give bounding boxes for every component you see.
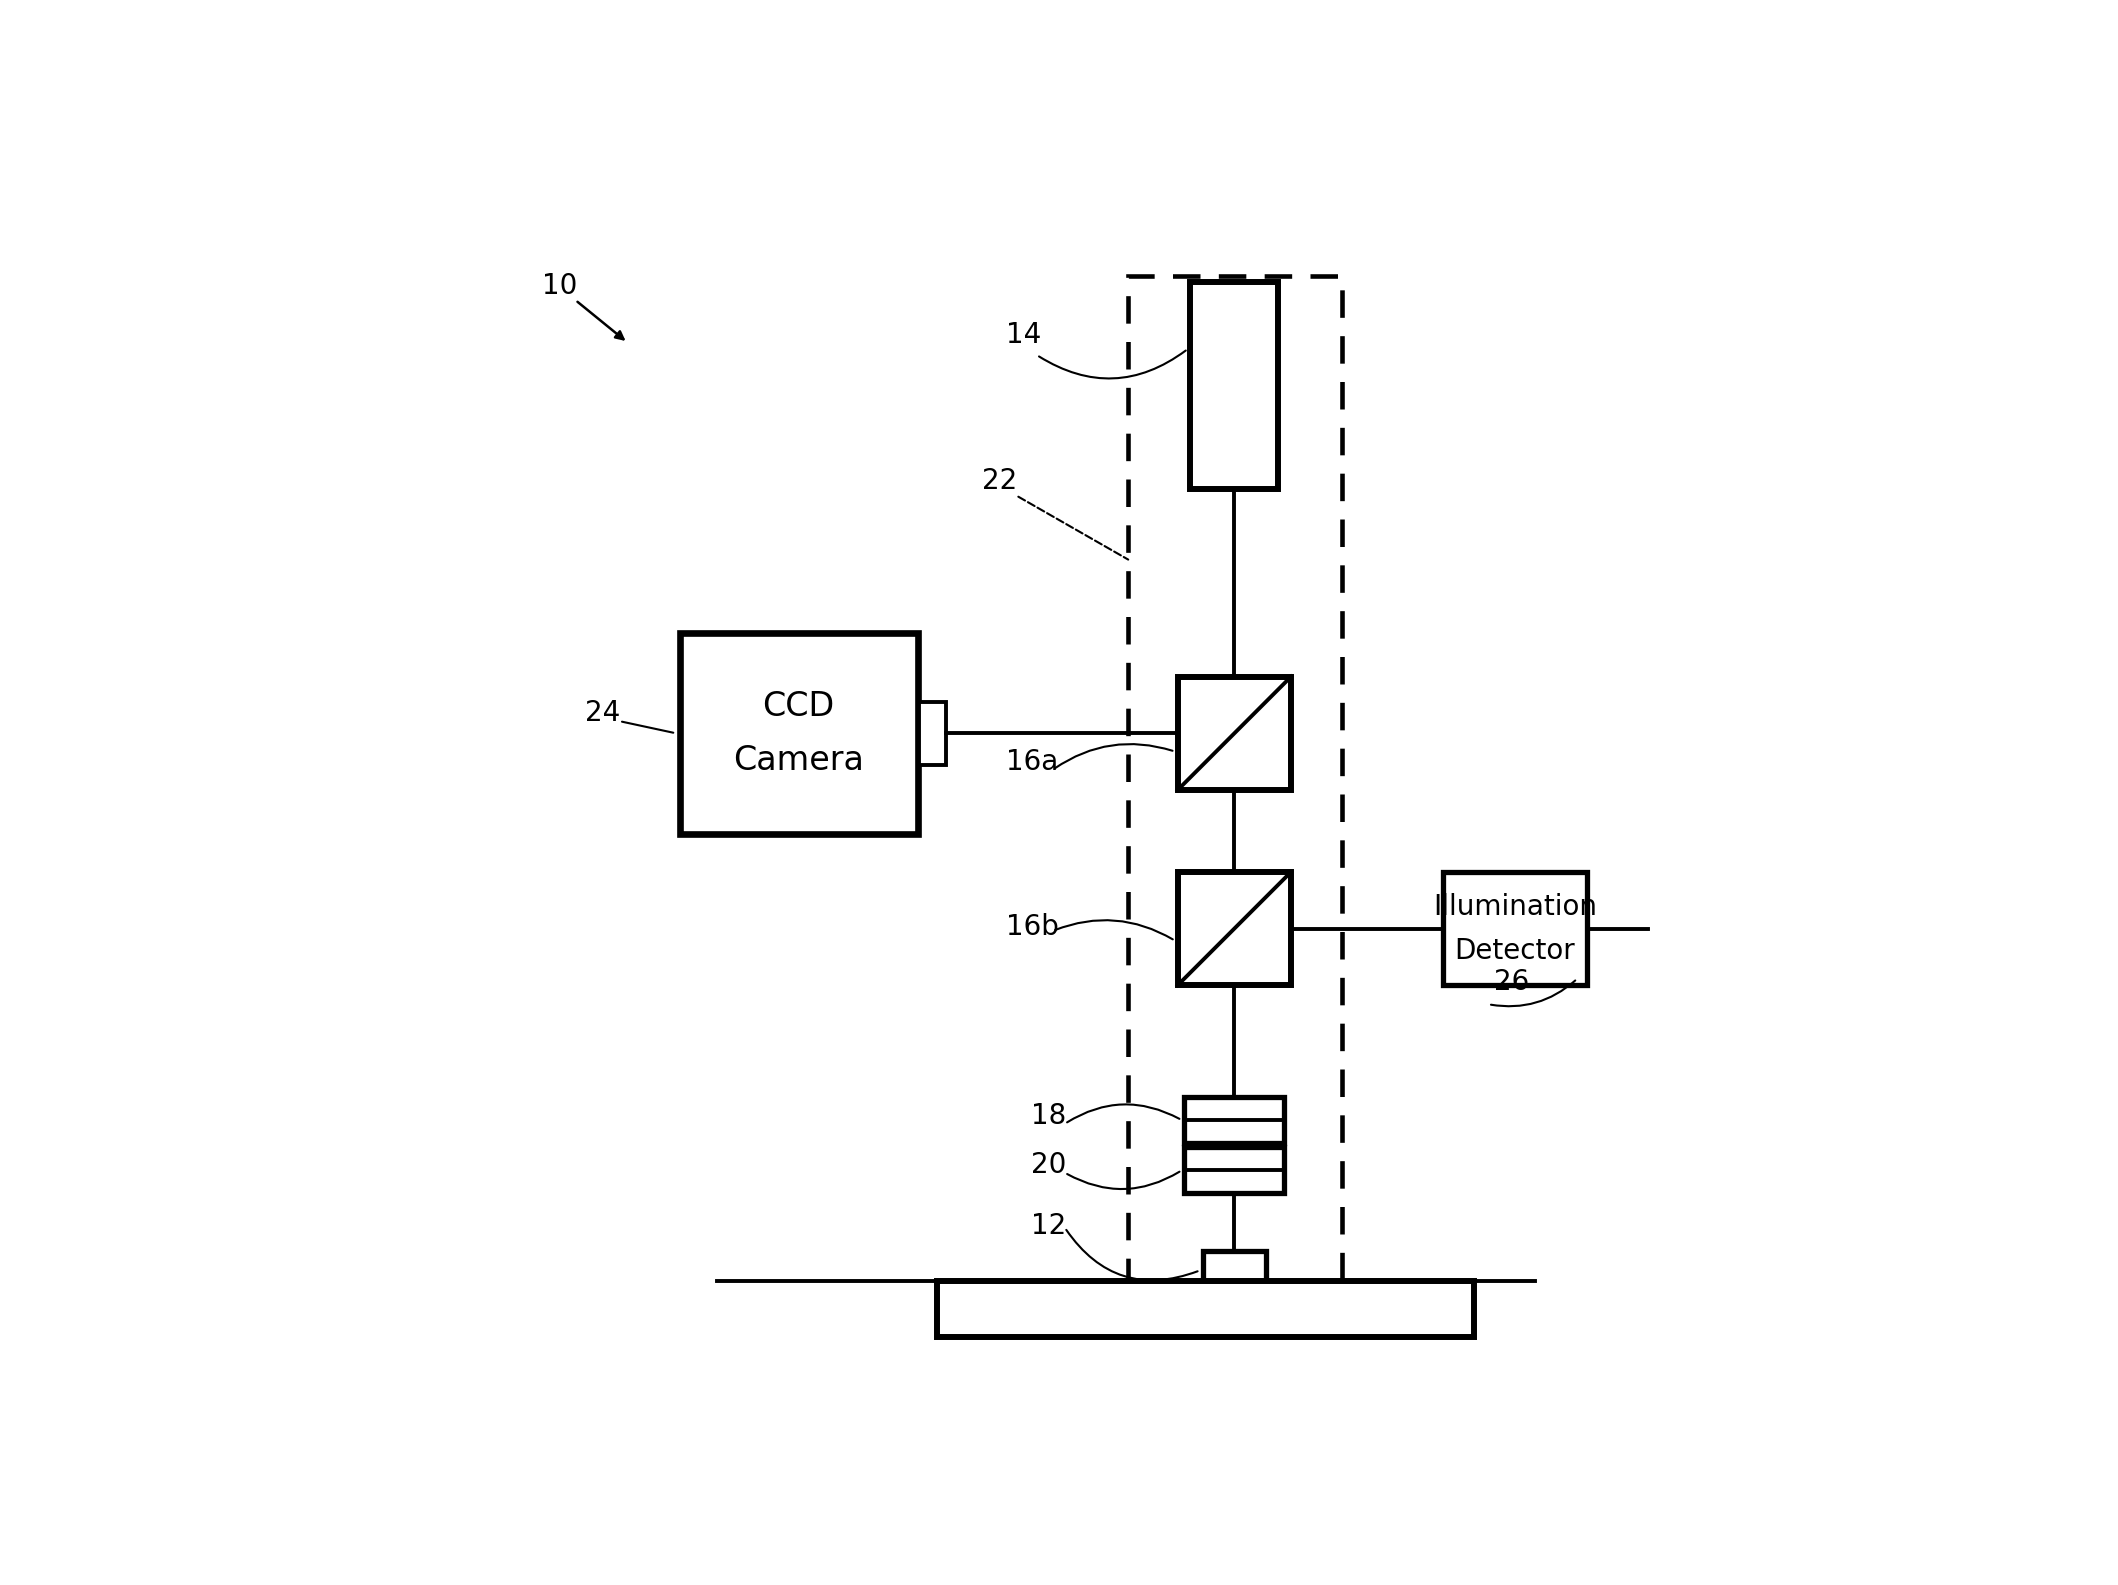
Text: 16a: 16a [1006, 748, 1059, 777]
Text: 12: 12 [1031, 1211, 1065, 1239]
Bar [1178, 677, 1292, 789]
Text: 20: 20 [1031, 1151, 1065, 1179]
Text: Camera: Camera [733, 743, 864, 777]
Bar [1190, 282, 1279, 490]
Text: 14: 14 [1006, 320, 1042, 349]
Text: CCD: CCD [762, 689, 834, 723]
Text: Detector: Detector [1455, 937, 1576, 965]
Bar [1129, 276, 1343, 1295]
Bar [1442, 872, 1586, 984]
Text: 24: 24 [585, 699, 621, 728]
Bar [919, 702, 947, 766]
Bar [936, 1281, 1474, 1338]
Text: 16b: 16b [1006, 913, 1059, 940]
Bar [680, 632, 917, 834]
Text: 22: 22 [983, 468, 1017, 495]
Bar [1184, 1148, 1284, 1194]
Bar [1203, 1251, 1267, 1290]
Text: 18: 18 [1031, 1102, 1065, 1130]
Bar [1184, 1097, 1284, 1143]
Text: 26: 26 [1495, 967, 1529, 995]
Text: 10: 10 [542, 273, 578, 300]
Bar [1178, 872, 1292, 986]
Text: Illumination: Illumination [1434, 892, 1597, 921]
